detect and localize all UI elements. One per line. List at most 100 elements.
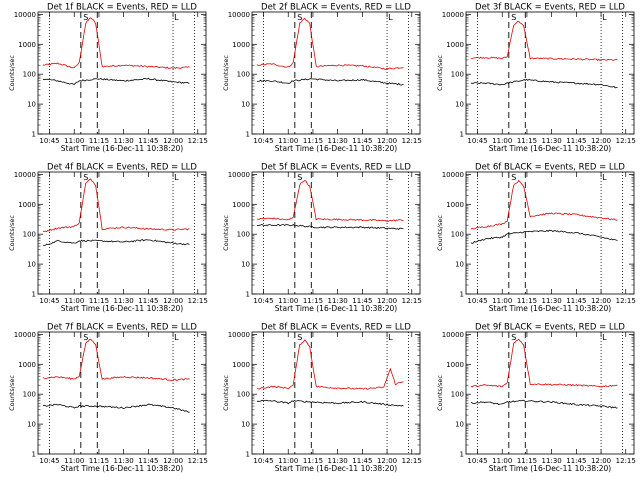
x-tick-label: 10:45 [467,457,487,465]
x-tick-label: 10:45 [253,457,273,465]
x-tick-label: 11:15 [89,457,109,465]
events-series-line [470,399,618,409]
y-tick-label: 1000 [232,41,250,49]
y-tick-label: 10 [455,261,464,269]
y-tick-label: 1000 [232,361,250,369]
x-tick-label: 11:45 [138,297,158,305]
y-tick-label: 10 [455,421,464,429]
lld-series-line [42,17,190,69]
x-tick-label: 11:00 [64,137,84,145]
x-tick-label: 11:30 [328,297,348,305]
y-tick-label: 1 [246,291,250,299]
y-tick-label: 1000 [18,201,36,209]
marker-s: S [511,173,516,182]
y-tick-label: 10 [241,421,250,429]
x-tick-label: 12:00 [377,297,397,305]
lld-series-line [470,20,618,62]
x-tick-label: 12:00 [591,457,611,465]
x-tick-label: 11:45 [138,137,158,145]
events-series-line [42,403,190,413]
plot-frame [37,171,207,295]
y-tick-label: 1000 [446,41,464,49]
x-tick-label: 12:15 [616,457,636,465]
plot-frame [37,331,207,455]
y-axis-label: Counts/sec [8,55,16,91]
x-tick-label: 11:30 [114,137,134,145]
events-series-line [42,77,190,85]
x-tick-label: 11:15 [303,297,323,305]
x-tick-label: 12:00 [591,297,611,305]
marker-s: S [83,13,88,22]
x-tick-label: 12:15 [188,457,208,465]
plot-frame [37,11,207,135]
panel-title: Det 9f BLACK = Events, RED = LLD [475,323,625,333]
x-tick-label: 11:00 [278,457,298,465]
x-axis-label: Start Time (16-Dec-11 10:38:20) [275,304,397,313]
x-tick-label: 12:15 [402,137,422,145]
y-tick-label: 100 [451,71,464,79]
x-axis-label: Start Time (16-Dec-11 10:38:20) [275,464,397,473]
panel-title: Det 2f BLACK = Events, RED = LLD [261,3,411,13]
x-tick-label: 11:30 [542,137,562,145]
x-tick-label: 10:45 [253,137,273,145]
x-tick-label: 11:30 [542,297,562,305]
x-tick-label: 11:30 [328,137,348,145]
y-tick-label: 10000 [228,331,250,339]
lld-series-line [470,179,618,230]
y-tick-label: 1 [246,451,250,459]
x-tick-label: 11:00 [64,457,84,465]
y-tick-label: 1 [460,451,464,459]
y-tick-label: 1000 [18,361,36,369]
y-axis-label: Counts/sec [222,55,230,91]
x-tick-label: 11:30 [114,297,134,305]
lld-series-line [42,178,190,232]
panel-title: Det 4f BLACK = Events, RED = LLD [47,163,197,173]
y-tick-label: 100 [451,231,464,239]
x-tick-label: 11:15 [517,137,537,145]
lld-series-line [256,339,404,390]
x-tick-label: 11:15 [89,137,109,145]
y-tick-label: 10 [27,261,36,269]
x-tick-label: 12:00 [591,137,611,145]
panel-title: Det 8f BLACK = Events, RED = LLD [261,323,411,333]
x-tick-label: 10:45 [39,137,59,145]
marker-s: S [297,333,302,342]
y-tick-label: 10000 [442,11,464,19]
x-tick-label: 11:00 [492,137,512,145]
x-tick-label: 11:00 [492,457,512,465]
y-tick-label: 10 [27,101,36,109]
x-tick-label: 12:15 [188,137,208,145]
x-tick-label: 12:00 [163,137,183,145]
x-tick-label: 10:45 [253,297,273,305]
lld-series-line [470,338,618,388]
x-tick-label: 11:45 [566,297,586,305]
x-tick-label: 10:45 [467,297,487,305]
panel-title: Det 5f BLACK = Events, RED = LLD [261,163,411,173]
x-tick-label: 11:30 [328,457,348,465]
x-tick-label: 11:00 [492,297,512,305]
x-tick-label: 12:15 [188,297,208,305]
lld-series-line [256,17,404,70]
marker-s: S [511,333,516,342]
x-tick-label: 12:15 [402,457,422,465]
x-tick-label: 12:00 [377,137,397,145]
events-series-line [42,239,190,246]
x-tick-label: 11:15 [303,137,323,145]
marker-l: L [174,333,179,342]
y-axis-label: Counts/sec [222,215,230,251]
y-tick-label: 1 [246,131,250,139]
x-tick-label: 12:00 [163,457,183,465]
y-tick-label: 1 [32,451,36,459]
marker-l: L [602,173,607,182]
y-axis-label: Counts/sec [8,215,16,251]
y-tick-label: 1000 [18,41,36,49]
y-tick-label: 10000 [228,171,250,179]
marker-l: L [174,173,179,182]
